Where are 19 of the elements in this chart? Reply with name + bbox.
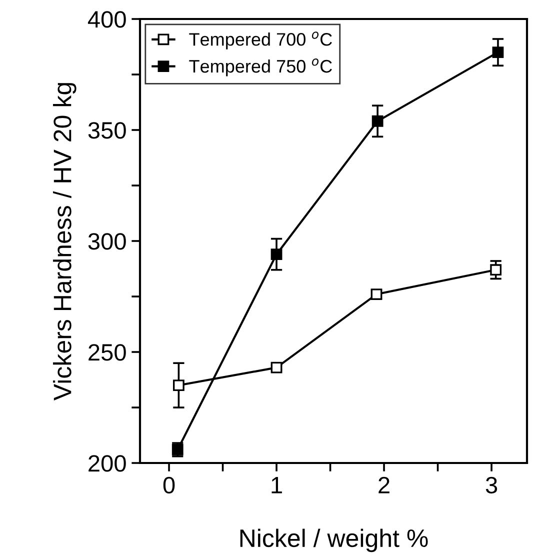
- y-tick-label: 350: [88, 122, 126, 139]
- point: [173, 380, 184, 391]
- x-tick-label: 1: [272, 477, 282, 494]
- point: [492, 46, 504, 58]
- legend-label: Tempered 700 $^{o}$C: [189, 32, 332, 50]
- y-tick-label: 300: [88, 233, 126, 250]
- legend-label: Tempered 750 $^{o}$C: [189, 58, 332, 76]
- point: [270, 362, 282, 374]
- x-tick-label: 2: [378, 476, 390, 494]
- y-tick-label: 200: [88, 455, 126, 472]
- y-tick-label: 250: [88, 344, 126, 361]
- x-tick-label: 0: [163, 476, 175, 494]
- point: [490, 264, 502, 276]
- y-tick-label: 400: [88, 11, 126, 28]
- point: [270, 248, 282, 260]
- x-tick-label: 3: [486, 476, 498, 494]
- y-axis-title: Vickers Hardness / HV 20 kg: [53, 83, 76, 400]
- point: [372, 115, 384, 127]
- x-axis-title: Nickel / weight %: [240, 528, 428, 552]
